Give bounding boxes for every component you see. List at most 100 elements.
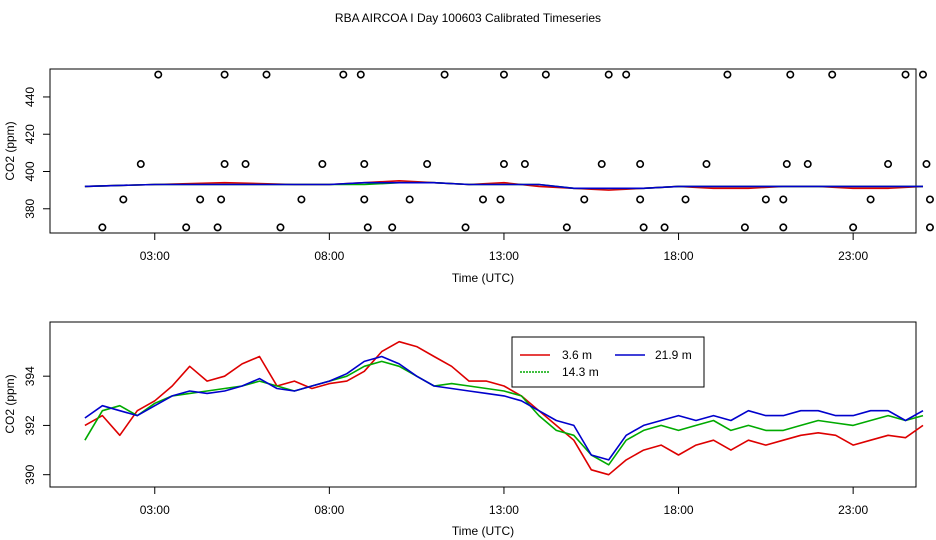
scatter-point bbox=[828, 70, 837, 79]
scatter-point bbox=[740, 223, 749, 232]
scatter-point bbox=[702, 160, 711, 169]
scatter-point bbox=[622, 70, 631, 79]
scatter-point bbox=[681, 195, 690, 204]
top-x-axis: 03:00 08:00 13:00 18:00 23:00 bbox=[140, 233, 868, 263]
scatter-point bbox=[220, 70, 229, 79]
series-line-3-6-m bbox=[84, 340, 924, 476]
scatter-point bbox=[423, 160, 432, 169]
bottom-panel: 03:00 08:00 13:00 18:00 23:00 390 392 394 Time… bbox=[3, 321, 924, 538]
x-tick-label: 03:00 bbox=[140, 249, 170, 263]
scatter-point bbox=[213, 223, 222, 232]
legend-label-14-3m: 14.3 m bbox=[562, 365, 599, 379]
x-tick-label: 18:00 bbox=[664, 503, 694, 517]
scatter-point bbox=[723, 70, 732, 79]
scatter-point bbox=[360, 195, 369, 204]
bottom-plot-frame bbox=[49, 321, 917, 488]
scatter-point bbox=[604, 70, 613, 79]
scatter-point bbox=[849, 223, 858, 232]
scatter-point bbox=[866, 195, 875, 204]
scatter-point bbox=[220, 160, 229, 169]
top-panel: 03:00 08:00 13:00 18:00 23:00 380 400 420 440 T… bbox=[3, 68, 934, 285]
scatter-point bbox=[499, 160, 508, 169]
scatter-point bbox=[388, 223, 397, 232]
y-tick-label: 394 bbox=[23, 366, 37, 386]
scatter-point bbox=[136, 160, 145, 169]
scatter-point bbox=[901, 70, 910, 79]
scatter-point bbox=[360, 160, 369, 169]
y-tick-label: 400 bbox=[23, 161, 37, 181]
scatter-point bbox=[405, 195, 414, 204]
scatter-point bbox=[803, 160, 812, 169]
x-tick-label: 18:00 bbox=[664, 249, 694, 263]
top-x-axis-label: Time (UTC) bbox=[452, 271, 514, 285]
scatter-point bbox=[363, 223, 372, 232]
scatter-point bbox=[779, 195, 788, 204]
legend-label-3-6m: 3.6 m bbox=[562, 348, 592, 362]
scatter-point bbox=[276, 223, 285, 232]
x-tick-label: 13:00 bbox=[489, 249, 519, 263]
x-tick-label: 13:00 bbox=[489, 503, 519, 517]
scatter-point bbox=[580, 195, 589, 204]
series-line-21-9-m bbox=[84, 355, 924, 461]
scatter-point bbox=[597, 160, 606, 169]
scatter-point bbox=[541, 70, 550, 79]
scatter-point bbox=[440, 70, 449, 79]
scatter-point bbox=[922, 160, 931, 169]
scatter-point bbox=[499, 70, 508, 79]
scatter-point bbox=[636, 160, 645, 169]
scatter-point bbox=[496, 195, 505, 204]
top-y-axis-label: CO2 (ppm) bbox=[3, 121, 17, 180]
scatter-point bbox=[461, 223, 470, 232]
scatter-point bbox=[196, 195, 205, 204]
top-line-series bbox=[84, 180, 924, 191]
scatter-point bbox=[478, 195, 487, 204]
scatter-point bbox=[786, 70, 795, 79]
scatter-point bbox=[217, 195, 226, 204]
figure-title: RBA AIRCOA I Day 100603 Calibrated Times… bbox=[335, 11, 601, 25]
legend-box bbox=[511, 336, 705, 388]
scatter-point bbox=[562, 223, 571, 232]
x-tick-label: 08:00 bbox=[314, 503, 344, 517]
bottom-line-series bbox=[84, 340, 924, 476]
scatter-point bbox=[782, 160, 791, 169]
y-tick-label: 380 bbox=[23, 198, 37, 218]
legend: 3.6 m 21.9 m 14.3 m bbox=[511, 336, 705, 388]
scatter-point bbox=[884, 160, 893, 169]
top-scatter-points bbox=[98, 70, 934, 232]
x-tick-label: 03:00 bbox=[140, 503, 170, 517]
x-tick-label: 23:00 bbox=[838, 249, 868, 263]
bottom-x-axis-label: Time (UTC) bbox=[452, 524, 514, 538]
scatter-point bbox=[660, 223, 669, 232]
x-tick-label: 08:00 bbox=[314, 249, 344, 263]
scatter-point bbox=[119, 195, 128, 204]
scatter-point bbox=[98, 223, 107, 232]
y-tick-label: 440 bbox=[23, 87, 37, 107]
series-line-14-3-m bbox=[84, 360, 924, 466]
scatter-point bbox=[639, 223, 648, 232]
scatter-point bbox=[925, 223, 934, 232]
bottom-y-axis-label: CO2 (ppm) bbox=[3, 374, 17, 433]
scatter-point bbox=[241, 160, 250, 169]
scatter-point bbox=[154, 70, 163, 79]
legend-label-21-9m: 21.9 m bbox=[655, 348, 692, 362]
scatter-point bbox=[262, 70, 271, 79]
scatter-point bbox=[339, 70, 348, 79]
bottom-y-axis: 390 392 394 bbox=[23, 366, 50, 485]
scatter-point bbox=[779, 223, 788, 232]
scatter-point bbox=[761, 195, 770, 204]
scatter-point bbox=[925, 195, 934, 204]
top-y-axis: 380 400 420 440 bbox=[23, 87, 50, 219]
series-line-21-9-m bbox=[84, 181, 923, 190]
scatter-point bbox=[297, 195, 306, 204]
bottom-x-axis: 03:00 08:00 13:00 18:00 23:00 bbox=[140, 487, 868, 517]
top-plot-frame bbox=[49, 68, 917, 234]
scatter-point bbox=[356, 70, 365, 79]
y-tick-label: 420 bbox=[23, 124, 37, 144]
scatter-point bbox=[636, 195, 645, 204]
x-tick-label: 23:00 bbox=[838, 503, 868, 517]
scatter-point bbox=[918, 70, 927, 79]
y-tick-label: 390 bbox=[23, 464, 37, 484]
scatter-point bbox=[318, 160, 327, 169]
